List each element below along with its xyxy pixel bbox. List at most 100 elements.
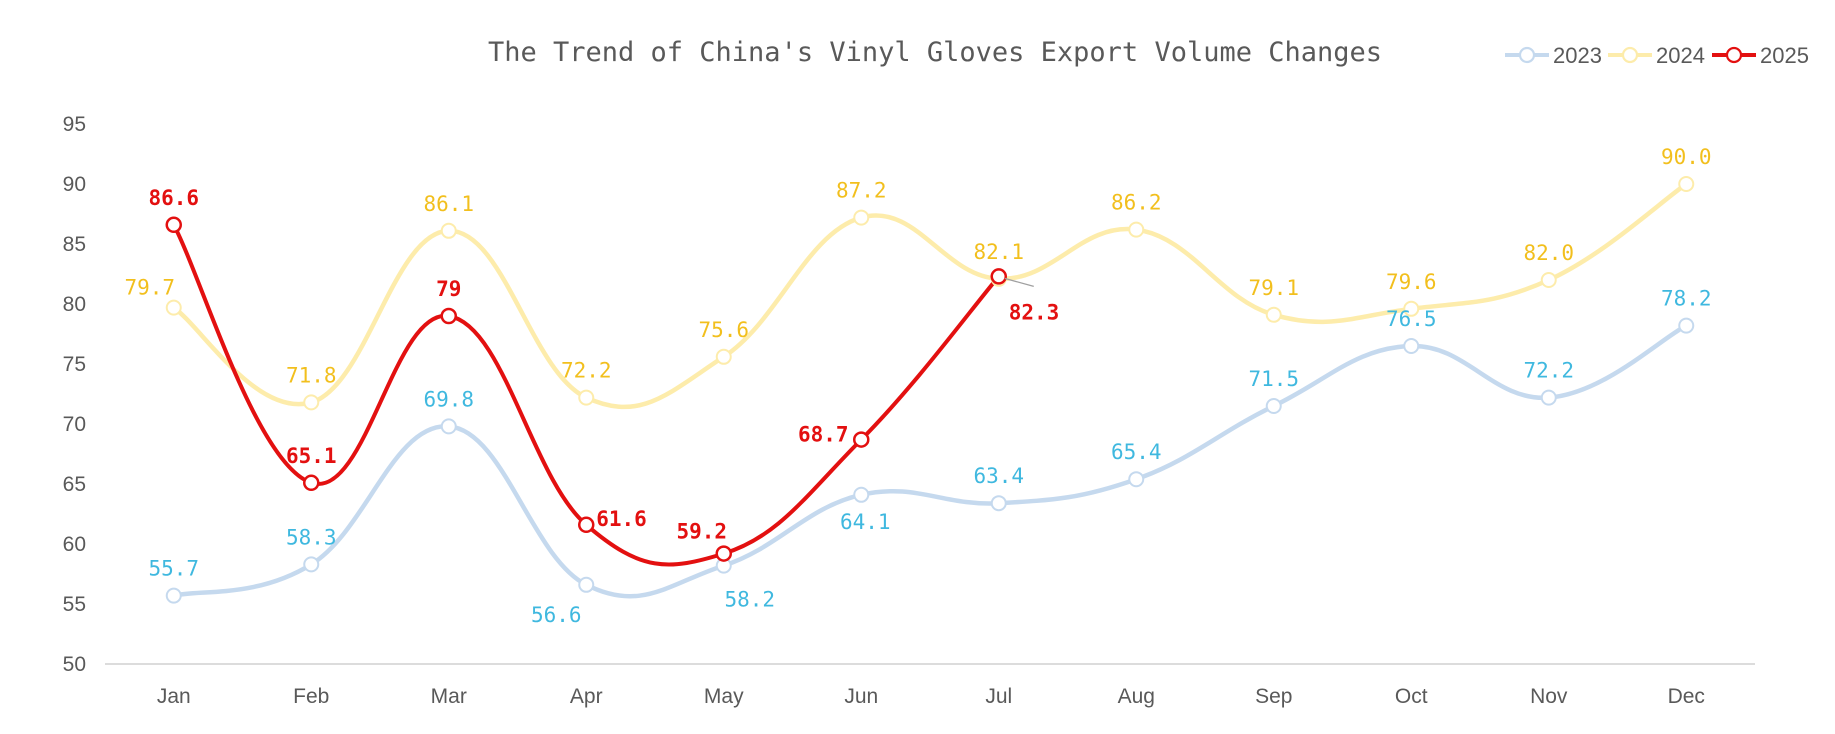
data-point-2023 [303, 556, 320, 573]
x-tick-label: May [704, 685, 744, 708]
data-label-2025: 59.2 [676, 520, 727, 544]
data-label-2024: 82.1 [973, 240, 1024, 264]
data-labels: 55.7 58.3 69.8 56.6 58.2 64.1 63.4 65.4 71.5 76.5… [124, 145, 1711, 627]
data-label-2024: 71.8 [286, 363, 337, 387]
data-point-2024 [853, 209, 870, 226]
x-tick-label: Jul [985, 685, 1012, 708]
data-point-2023 [990, 495, 1007, 512]
data-point-2024 [1540, 272, 1557, 288]
data-point-2023 [1128, 471, 1145, 488]
series-line-2024 [171, 181, 1689, 410]
y-tick-label: 65 [63, 473, 86, 496]
y-tick-label: 80 [63, 293, 86, 316]
data-label-2023: 72.2 [1523, 359, 1574, 383]
legend-swatch-marker-2024 [1621, 46, 1639, 64]
data-label-2025: 79 [436, 277, 461, 301]
y-tick-label: 75 [63, 353, 86, 376]
data-point-2024 [303, 394, 320, 411]
data-label-2023: 56.6 [531, 603, 582, 627]
y-tick-label: 60 [63, 533, 86, 556]
data-point-2023 [440, 418, 457, 435]
data-label-2023: 58.3 [286, 525, 337, 549]
data-label-2024: 79.7 [124, 276, 175, 300]
data-point-2024 [1128, 221, 1145, 238]
data-point-2025 [440, 307, 457, 325]
data-point-2023 [1678, 317, 1695, 334]
data-point-2023 [1265, 398, 1282, 414]
data-label-2025: 82.3 [1009, 300, 1060, 324]
data-label-2025: 86.6 [148, 186, 199, 210]
data-point-2025 [990, 268, 1007, 285]
x-tick-label: Dec [1668, 685, 1705, 708]
data-point-2023 [853, 486, 870, 503]
x-tick-label: Sep [1255, 685, 1292, 708]
legend-label-2025: 2025 [1760, 43, 1809, 68]
data-point-2025 [715, 545, 732, 562]
x-tick-label: Feb [293, 685, 329, 708]
data-label-2024: 79.6 [1386, 270, 1437, 294]
y-axis: 50 55 60 65 70 75 80 85 90 95 [63, 113, 86, 676]
data-point-2024 [1678, 176, 1695, 192]
legend-label-2023: 2023 [1553, 43, 1602, 68]
data-point-2024 [715, 348, 732, 365]
legend-swatch-marker-2025 [1725, 46, 1743, 64]
data-label-2024: 79.1 [1248, 276, 1299, 300]
data-point-2023 [1403, 338, 1420, 354]
data-point-2024 [1403, 300, 1420, 317]
data-label-2023: 65.4 [1111, 440, 1162, 464]
data-label-2024: 75.6 [698, 318, 749, 342]
data-label-2023: 71.5 [1248, 367, 1299, 391]
y-tick-label: 55 [63, 593, 86, 616]
y-tick-label: 90 [63, 173, 86, 196]
data-point-2025 [303, 474, 320, 492]
legend: 2023 2024 2025 [1505, 43, 1809, 68]
data-label-2025: 61.6 [596, 507, 647, 531]
data-point-2025 [853, 431, 870, 448]
data-label-2023: 63.4 [973, 464, 1024, 488]
y-tick-label: 85 [63, 233, 86, 256]
x-tick-label: Nov [1530, 685, 1568, 708]
data-point-2024 [165, 299, 182, 316]
label-leader-line [1004, 277, 1034, 288]
x-tick-label: Oct [1395, 685, 1428, 708]
data-label-2023: 64.1 [840, 510, 891, 534]
data-label-2025: 65.1 [286, 444, 337, 468]
x-tick-label: Jan [157, 685, 191, 708]
x-tick-label: Aug [1118, 685, 1155, 708]
x-tick-label: Jun [844, 685, 878, 708]
legend-label-2024: 2024 [1656, 43, 1705, 68]
data-label-2024: 87.2 [836, 179, 887, 203]
data-label-2024: 86.2 [1111, 191, 1162, 215]
y-tick-label: 50 [63, 653, 86, 676]
y-tick-label: 95 [63, 113, 86, 136]
chart-title: The Trend of China's Vinyl Gloves Export… [488, 37, 1382, 68]
y-tick-label: 70 [63, 413, 86, 436]
data-point-2024 [578, 389, 595, 406]
data-label-2023: 55.7 [148, 557, 199, 581]
series-points [165, 176, 1695, 604]
data-point-2025 [578, 516, 595, 534]
data-label-2023: 78.2 [1661, 287, 1712, 311]
data-label-2023: 58.2 [724, 588, 775, 612]
series-line-2023 [171, 323, 1689, 599]
data-label-2025: 68.7 [798, 423, 849, 447]
data-label-2024: 72.2 [561, 359, 612, 383]
data-point-2023 [165, 587, 182, 604]
data-label-2023: 69.8 [423, 387, 474, 411]
data-label-2023: 76.5 [1386, 307, 1437, 331]
x-tick-label: Mar [431, 685, 467, 708]
data-point-2025 [165, 216, 182, 234]
x-axis: Jan Feb Mar Apr May Jun Jul Aug Sep Oct Nov Dec [105, 663, 1755, 708]
series-lines [171, 181, 1689, 599]
data-point-2024 [440, 222, 457, 239]
data-label-2024: 86.1 [423, 192, 474, 216]
data-point-2023 [578, 576, 595, 593]
data-label-2024: 90.0 [1661, 145, 1712, 169]
legend-swatch-marker-2023 [1518, 46, 1536, 64]
x-tick-label: Apr [570, 685, 603, 708]
data-point-2023 [1540, 389, 1557, 406]
data-label-2024: 82.0 [1523, 241, 1574, 265]
data-point-2024 [1265, 306, 1282, 323]
